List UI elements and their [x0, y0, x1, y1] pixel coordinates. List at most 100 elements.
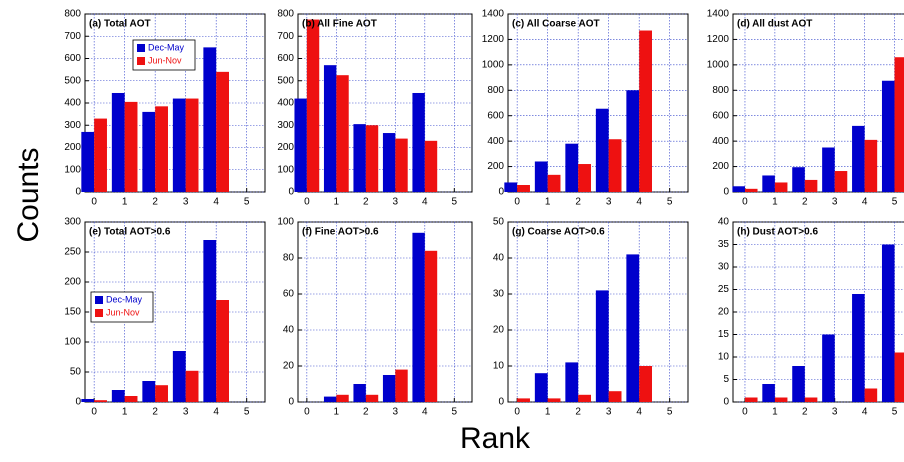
bar: [534, 161, 548, 192]
x-tick-label: 0: [91, 197, 97, 208]
y-tick-label: 0: [75, 397, 81, 408]
x-tick-label: 2: [152, 197, 158, 208]
bar: [124, 101, 138, 192]
bar: [894, 57, 904, 192]
legend-swatch: [95, 309, 103, 317]
bar: [424, 140, 438, 192]
legend-swatch: [137, 44, 145, 52]
y-tick-label: 1400: [482, 9, 505, 20]
bar: [155, 106, 168, 192]
bar: [155, 385, 168, 402]
bar: [894, 352, 904, 402]
bar: [94, 400, 107, 402]
x-tick-label: 1: [334, 407, 340, 418]
y-tick-label: 5: [723, 374, 729, 385]
y-tick-label: 800: [277, 9, 294, 20]
y-tick-label: 25: [718, 284, 730, 295]
x-tick-label: 5: [244, 197, 250, 208]
y-tick-label: 0: [288, 397, 294, 408]
panel-title: (b) All Fine AOT: [302, 19, 377, 30]
bar: [595, 108, 609, 192]
x-tick-label: 4: [422, 407, 428, 418]
panel-title: (e) Total AOT>0.6: [89, 227, 171, 238]
x-tick-label: 2: [575, 197, 581, 208]
legend-swatch: [95, 296, 103, 304]
bar: [547, 174, 561, 192]
x-tick-label: 2: [363, 197, 369, 208]
y-tick-label: 300: [64, 217, 81, 228]
y-tick-label: 1200: [482, 34, 505, 45]
legend-swatch: [137, 57, 145, 65]
bar: [852, 125, 865, 192]
plot-area: [732, 13, 904, 193]
x-tick-label: 4: [862, 197, 868, 208]
bar: [578, 164, 591, 192]
y-tick-label: 500: [277, 75, 294, 86]
bar: [595, 290, 609, 402]
y-tick-label: 40: [493, 253, 505, 264]
bar: [804, 179, 818, 192]
y-tick-label: 0: [498, 397, 504, 408]
x-tick-label: 0: [304, 407, 310, 418]
bar: [294, 98, 307, 192]
bar: [124, 396, 138, 402]
y-tick-label: 35: [718, 239, 730, 250]
y-tick-label: 80: [283, 253, 295, 264]
bar: [864, 388, 878, 402]
bar: [336, 394, 349, 402]
bar: [395, 369, 408, 402]
y-tick-label: 30: [493, 289, 505, 300]
bar: [834, 171, 848, 192]
bar: [517, 185, 530, 192]
y-tick-label: 50: [70, 367, 82, 378]
x-tick-label: 5: [667, 407, 673, 418]
bar: [216, 300, 229, 402]
bar: [626, 254, 640, 402]
legend-label: Jun-Nov: [148, 55, 182, 65]
y-tick-label: 400: [64, 98, 81, 109]
y-tick-label: 10: [493, 361, 505, 372]
panel-title: (a) Total AOT: [89, 19, 151, 30]
bar: [365, 125, 379, 192]
bar: [111, 390, 125, 402]
y-tick-label: 1200: [707, 34, 730, 45]
x-tick-label: 1: [122, 197, 128, 208]
bar: [792, 167, 805, 192]
y-tick-label: 15: [718, 329, 730, 340]
bar: [424, 250, 438, 402]
bar: [412, 232, 425, 402]
x-tick-label: 1: [545, 197, 551, 208]
bar: [804, 397, 818, 402]
bar: [111, 92, 125, 192]
x-tick-label: 3: [183, 407, 189, 418]
x-tick-label: 4: [862, 407, 868, 418]
x-tick-label: 0: [514, 407, 520, 418]
bar: [852, 294, 865, 402]
y-tick-label: 700: [277, 31, 294, 42]
bar: [142, 381, 156, 402]
y-tick-label: 200: [712, 161, 729, 172]
y-tick-label: 0: [723, 397, 729, 408]
bar: [608, 139, 622, 192]
bar: [185, 98, 199, 192]
bar: [336, 75, 349, 192]
y-tick-label: 100: [64, 337, 81, 348]
y-tick-label: 20: [718, 307, 730, 318]
y-tick-label: 100: [277, 164, 294, 175]
y-tick-label: 40: [718, 217, 730, 228]
y-tick-label: 1000: [707, 59, 730, 70]
bar: [382, 133, 396, 192]
bar: [94, 118, 107, 192]
bar: [353, 124, 366, 192]
y-tick-label: 1400: [707, 9, 730, 20]
x-tick-label: 4: [636, 407, 642, 418]
x-tick-label: 1: [334, 197, 340, 208]
y-tick-label: 1000: [482, 59, 505, 70]
bar: [744, 397, 758, 402]
panel-title: (f) Fine AOT>0.6: [302, 227, 379, 238]
x-tick-label: 5: [892, 197, 898, 208]
panel-title: (h) Dust AOT>0.6: [737, 227, 818, 238]
x-tick-label: 2: [152, 407, 158, 418]
